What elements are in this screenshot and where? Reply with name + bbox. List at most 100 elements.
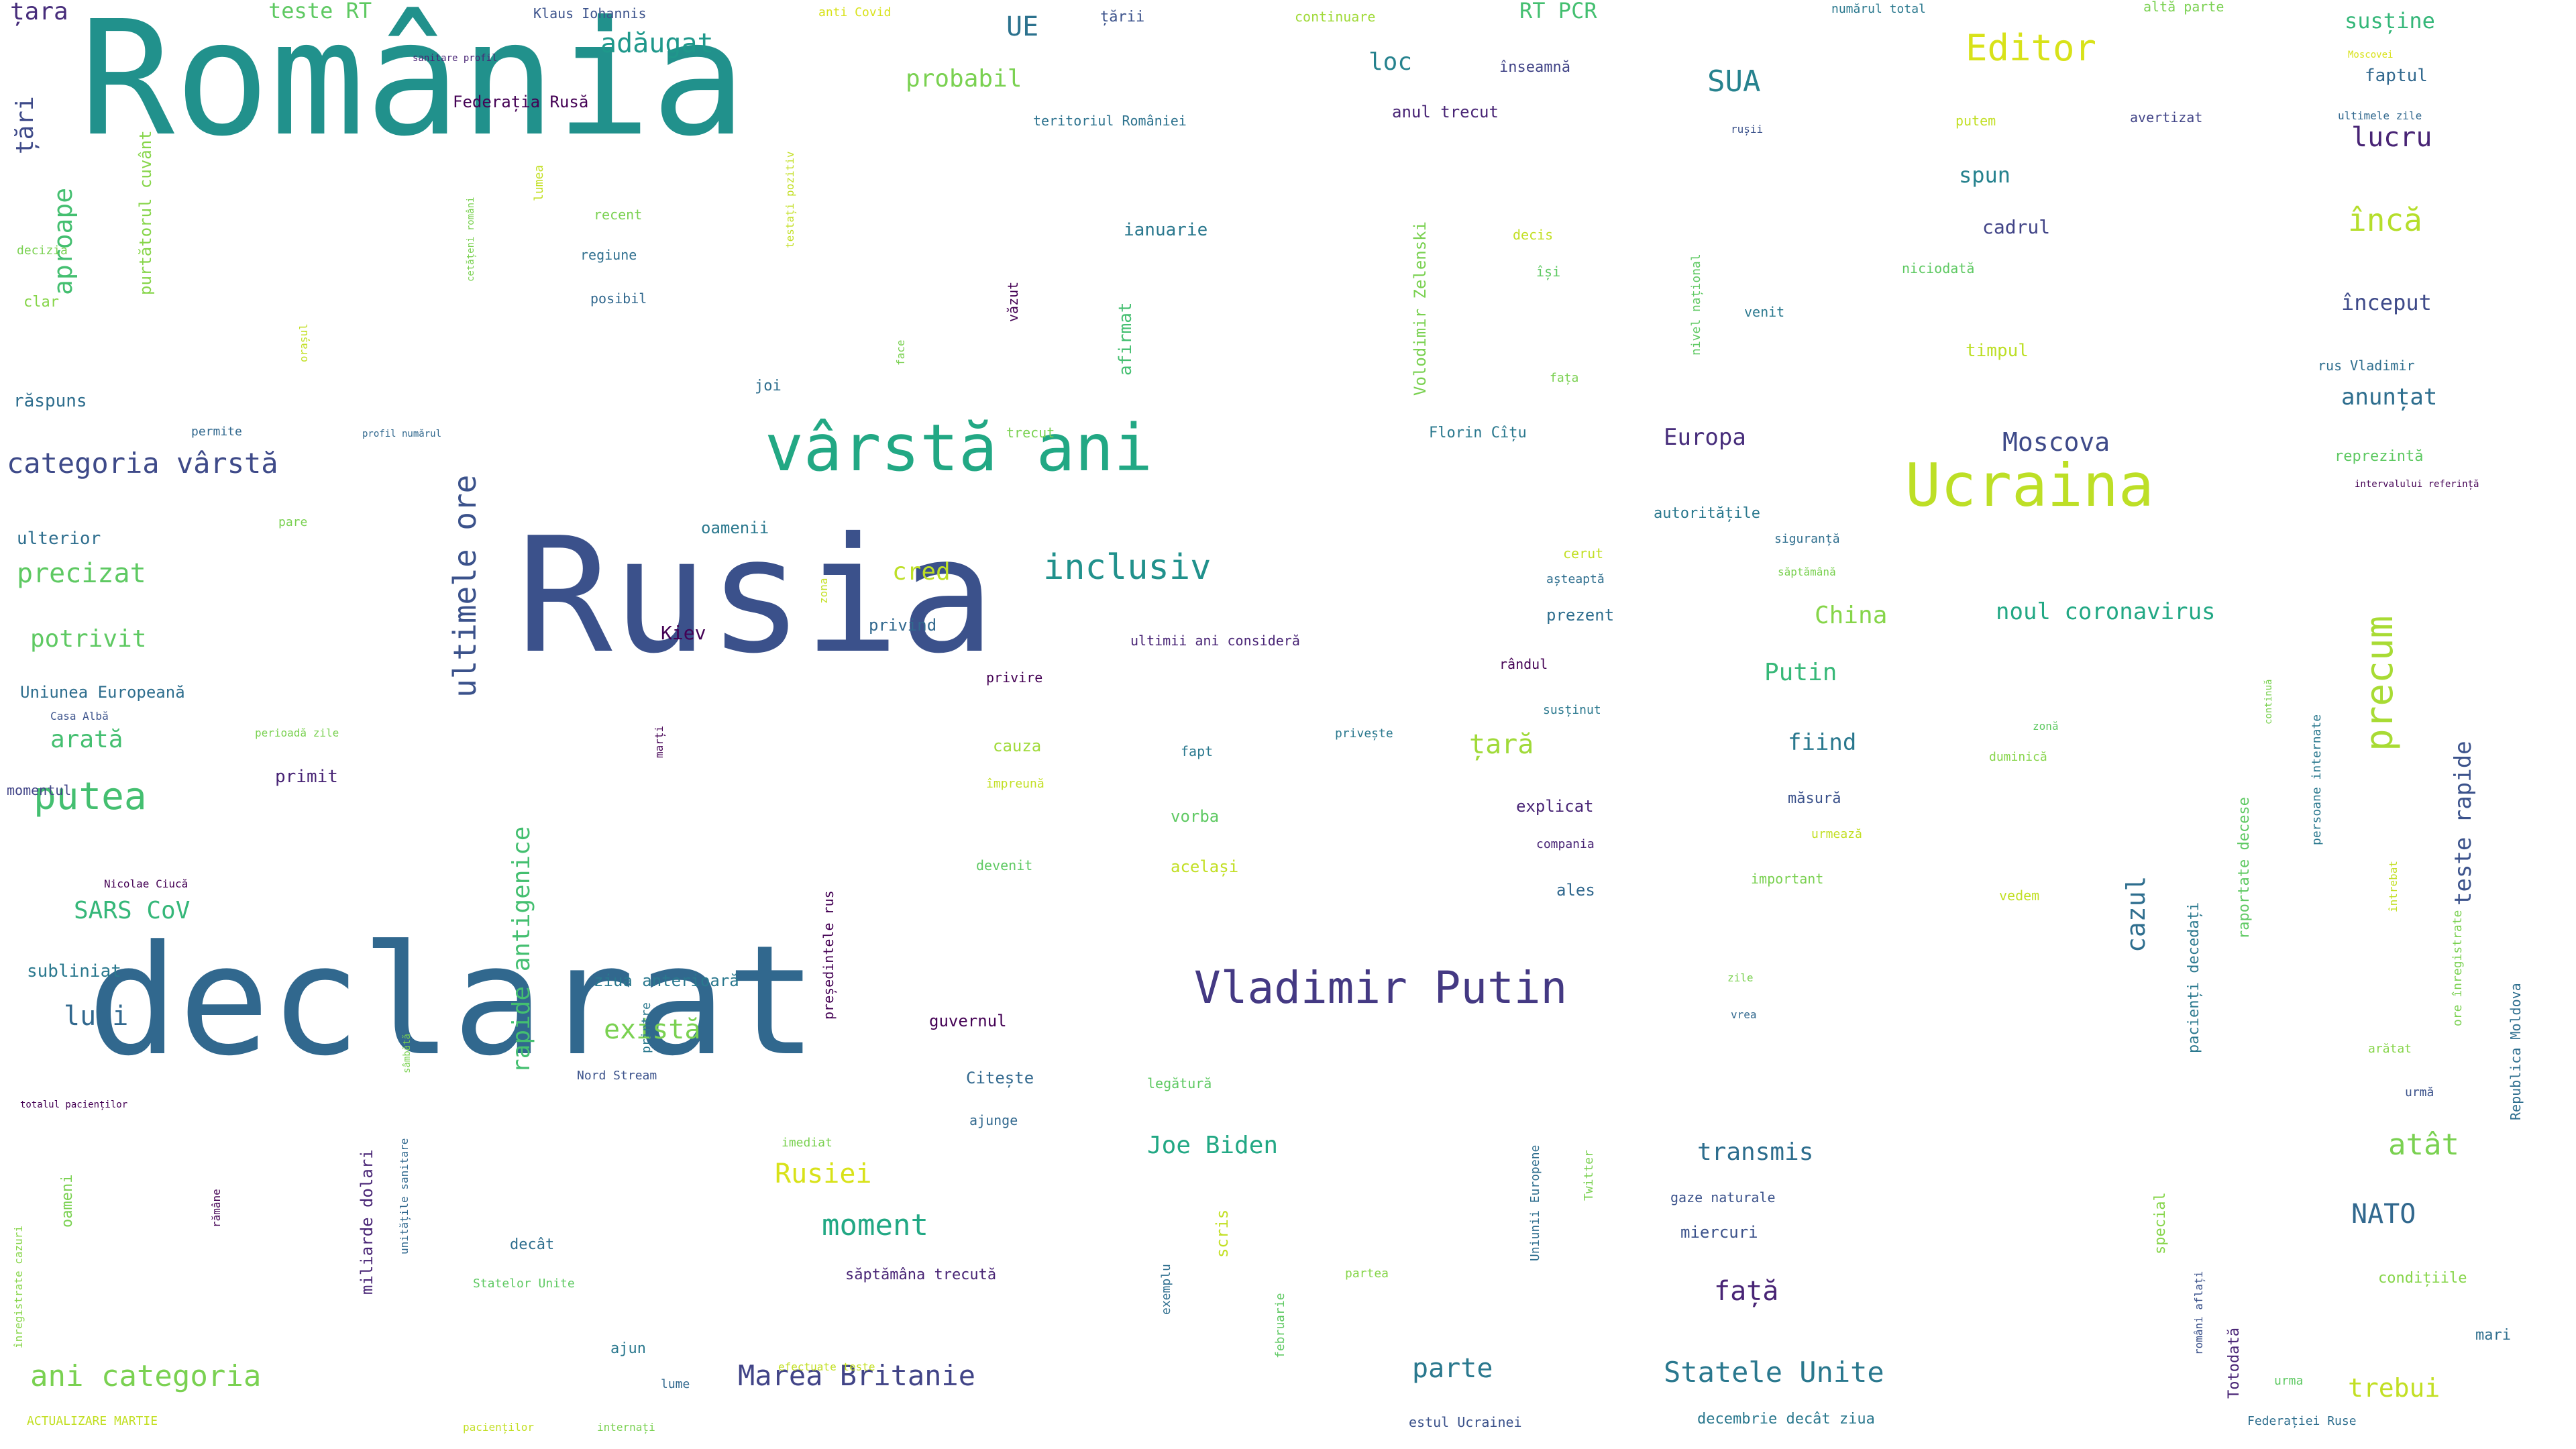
word-unitatile-sanitare: unitățile sanitare — [398, 1138, 411, 1254]
word-nord-stream: Nord Stream — [577, 1069, 657, 1083]
word-aratat: arătat — [2368, 1042, 2412, 1056]
word-explicat: explicat — [1516, 797, 1594, 816]
word-clar: clar — [23, 294, 59, 311]
word-probabil: probabil — [906, 65, 1022, 93]
word-moscova: Moscova — [2002, 427, 2110, 457]
word-putin: Putin — [1764, 659, 1837, 686]
word-transmis: transmis — [1697, 1138, 1814, 1166]
word-arata: arată — [50, 726, 123, 753]
word-face: face — [894, 339, 907, 366]
word-autoritatile: autoritățile — [1654, 505, 1760, 522]
word-sambata: sâmbătă — [402, 1033, 413, 1073]
word-raspuns: răspuns — [13, 391, 87, 411]
word-decat: decât — [510, 1236, 555, 1253]
word-isi: își — [1536, 264, 1561, 280]
word-rusia: Rusia — [517, 503, 996, 688]
word-marea-britanie: Marea Britanie — [738, 1359, 976, 1392]
word-pare: pare — [278, 515, 308, 529]
word-casa-alba: Casa Albă — [50, 710, 109, 722]
word-lume: lume — [661, 1377, 690, 1391]
word-duminica: duminică — [1989, 750, 2047, 764]
word-inca: încă — [2348, 202, 2422, 238]
word-statele-unite: Statele Unite — [1664, 1356, 1884, 1389]
word-zile: zile — [1727, 971, 1754, 984]
word-posibil: posibil — [590, 290, 647, 307]
word-numarul-total: numărul total — [1831, 2, 1926, 16]
word-fata: față — [1714, 1276, 1779, 1307]
word-trecut: trecut — [1006, 425, 1055, 441]
word-subliniat: subliniat — [27, 961, 121, 981]
word-miercuri: miercuri — [1680, 1223, 1758, 1242]
word-tarii: țării — [1100, 9, 1145, 25]
word-federatia-rusa: Federația Rusă — [453, 93, 589, 111]
word-februarie: februarie — [1273, 1293, 1287, 1358]
word-parte: parte — [1412, 1353, 1493, 1384]
word-teste-rapide: teste rapide — [2450, 741, 2477, 906]
word-spun: spun — [1959, 162, 2011, 188]
word-cazul: cazul — [2121, 875, 2151, 953]
word-totodata: Totodată — [2226, 1328, 2243, 1399]
word-venit: venit — [1744, 304, 1785, 320]
word-ultimele-zile: ultimele zile — [2338, 109, 2422, 122]
word-faptul: faptul — [2365, 66, 2428, 86]
word-aproape: aproape — [48, 187, 78, 295]
word-twitter: Twitter — [1582, 1150, 1596, 1201]
word-ani-categoria: ani categoria — [30, 1359, 262, 1393]
word-priveste: privește — [1335, 727, 1393, 741]
word-ajun: ajun — [610, 1340, 646, 1357]
word-vorba: vorba — [1171, 807, 1220, 826]
word-saptamana: săptămână — [1778, 566, 1836, 578]
word-reprezinta: reprezintă — [2334, 448, 2424, 465]
word-teritoriul-romaniei: teritoriul României — [1033, 113, 1187, 129]
word-orasul: orașul — [297, 323, 310, 362]
word-trebui: trebui — [2348, 1373, 2440, 1403]
word-ulterior: ulterior — [17, 529, 101, 549]
word-purtatorul-cuvant: purtătorul cuvânt — [136, 130, 155, 295]
word-primit: primit — [275, 767, 338, 787]
word-persoane-internate: persoane internate — [2310, 714, 2324, 845]
word-ucraina: Ucraina — [1905, 451, 2154, 520]
word-cetateni-romani: cetățeni români — [466, 197, 476, 282]
word-ales: ales — [1556, 881, 1595, 900]
word-moment: moment — [822, 1208, 928, 1242]
word-loc: loc — [1368, 48, 1413, 76]
word-continua: continuă — [2263, 679, 2274, 724]
word-ianuarie: ianuarie — [1124, 220, 1208, 240]
word-internati: internați — [597, 1421, 655, 1434]
word-pacientilor: pacienților — [463, 1421, 534, 1434]
word-decizia: decizia — [17, 244, 68, 258]
word-romania: România — [79, 0, 747, 171]
word-declarat: declarat — [87, 913, 818, 1089]
word-nivel-national: nivel național — [1689, 254, 1703, 356]
word-vladimir-putin: Vladimir Putin — [1194, 962, 1568, 1014]
word-anul-trecut: anul trecut — [1392, 103, 1499, 121]
word-permite: permite — [191, 425, 242, 439]
word-rus-vladimir: rus Vladimir — [2318, 358, 2415, 374]
word-inclusiv: inclusiv — [1043, 547, 1212, 588]
word-precum: precum — [2358, 615, 2402, 751]
word-republica-moldova: Republica Moldova — [2508, 983, 2524, 1120]
word-profil-numarul: profil numărul — [362, 429, 442, 439]
word-luni: luni — [64, 1001, 129, 1032]
word-editor: Editor — [1966, 27, 2097, 69]
word-inregistrate-cazuri: înregistrate cazuri — [12, 1225, 25, 1348]
word-putea: putea — [34, 775, 147, 818]
word-pacienti-decedati: pacienți decedați — [2186, 902, 2202, 1053]
word-adaugat: adăugat — [600, 28, 714, 59]
word-florin-citu: Florin Cîțu — [1429, 425, 1527, 441]
word-siguranta: siguranță — [1774, 532, 1840, 546]
word-sustine: susține — [2345, 8, 2435, 34]
word-continuare: continuare — [1295, 9, 1376, 25]
word-asteapta: așteaptă — [1546, 572, 1605, 586]
word-federatiei-ruse: Federației Ruse — [2247, 1414, 2357, 1428]
word-cadrul: cadrul — [1982, 216, 2051, 238]
word-ramane: rămâne — [210, 1189, 223, 1228]
word-uniunea-europeana: Uniunea Europeană — [20, 683, 185, 702]
word-mari: mari — [2475, 1327, 2511, 1344]
word-miliarde-dolari: miliarde dolari — [358, 1149, 376, 1295]
word-rusii: rușii — [1731, 123, 1764, 136]
word-momentul: momentul — [7, 782, 72, 798]
word-fapt: fapt — [1181, 743, 1214, 759]
word-zona-accent: zonă — [2033, 720, 2059, 733]
